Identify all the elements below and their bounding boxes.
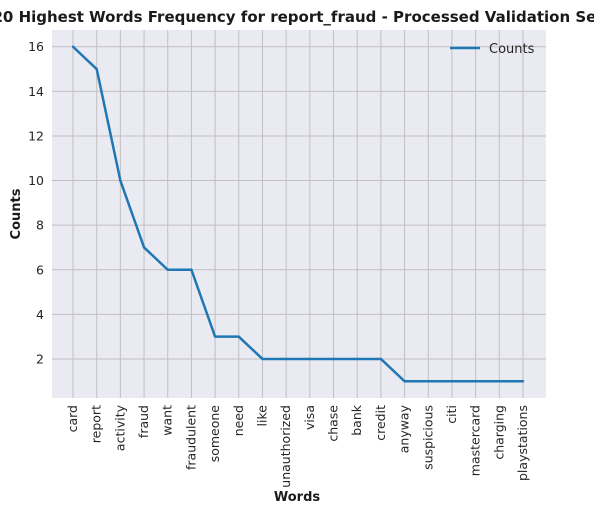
x-tick-label: fraudulent: [183, 405, 198, 470]
x-tick-label: playstations: [515, 405, 530, 481]
x-tick-label: visa: [302, 405, 317, 430]
x-tick-label: mastercard: [468, 405, 483, 476]
legend: Counts: [450, 42, 535, 57]
y-axis-label: Counts: [9, 188, 24, 239]
x-tick-label: need: [231, 405, 246, 436]
data-point: [261, 357, 264, 361]
data-point: [119, 179, 122, 182]
x-tick-label: someone: [207, 405, 222, 463]
x-tick-label: suspicious: [420, 405, 435, 470]
y-tick-label: 14: [28, 84, 44, 99]
data-point: [213, 335, 217, 338]
x-axis-ticks: card report activity fraud want fraudulent som…: [65, 404, 530, 487]
data-point: [332, 357, 335, 361]
data-point: [71, 45, 75, 48]
data-point: [427, 380, 430, 383]
x-tick-label: fraud: [136, 405, 151, 438]
x-tick-label: report: [89, 405, 104, 443]
data-point: [474, 380, 477, 383]
x-tick-label: bank: [349, 404, 364, 436]
data-point: [284, 357, 288, 361]
data-point: [356, 357, 359, 361]
data-point: [498, 380, 501, 383]
x-tick-label: unauthorized: [278, 405, 293, 488]
y-tick-label: 12: [28, 128, 44, 143]
chart-title: 20 Highest Words Frequency for report_fr…: [0, 8, 594, 26]
data-point: [237, 335, 240, 338]
y-tick-label: 10: [28, 173, 44, 188]
x-tick-label: card: [65, 405, 80, 432]
data-point: [403, 380, 406, 383]
y-tick-label: 2: [36, 351, 44, 366]
y-tick-label: 4: [36, 307, 44, 322]
x-tick-label: citi: [444, 405, 459, 424]
series-line-counts: [72, 45, 523, 383]
data-point: [379, 357, 383, 361]
x-tick-label: chase: [326, 405, 341, 442]
y-tick-label: 16: [28, 39, 44, 54]
data-point: [142, 246, 146, 249]
data-point: [166, 268, 169, 271]
data-point: [308, 357, 312, 361]
y-tick-label: 6: [36, 262, 44, 277]
data-point: [521, 380, 525, 383]
x-tick-label: like: [254, 405, 269, 427]
x-tick-label: activity: [112, 404, 127, 451]
x-tick-label: credit: [373, 405, 388, 441]
y-tick-label: 8: [36, 218, 44, 233]
x-tick-label: charging: [491, 405, 506, 460]
x-tick-label: anyway: [397, 404, 412, 453]
data-point: [95, 67, 98, 71]
legend-label: Counts: [489, 42, 535, 57]
x-axis-label: Words: [274, 490, 321, 505]
data-point: [450, 380, 454, 383]
data-point: [190, 268, 193, 271]
x-tick-label: want: [160, 405, 175, 436]
plot-area: [52, 30, 546, 398]
grid: [52, 30, 546, 398]
y-axis-ticks: 2 4 6 8 10 12 14 16: [28, 39, 44, 366]
